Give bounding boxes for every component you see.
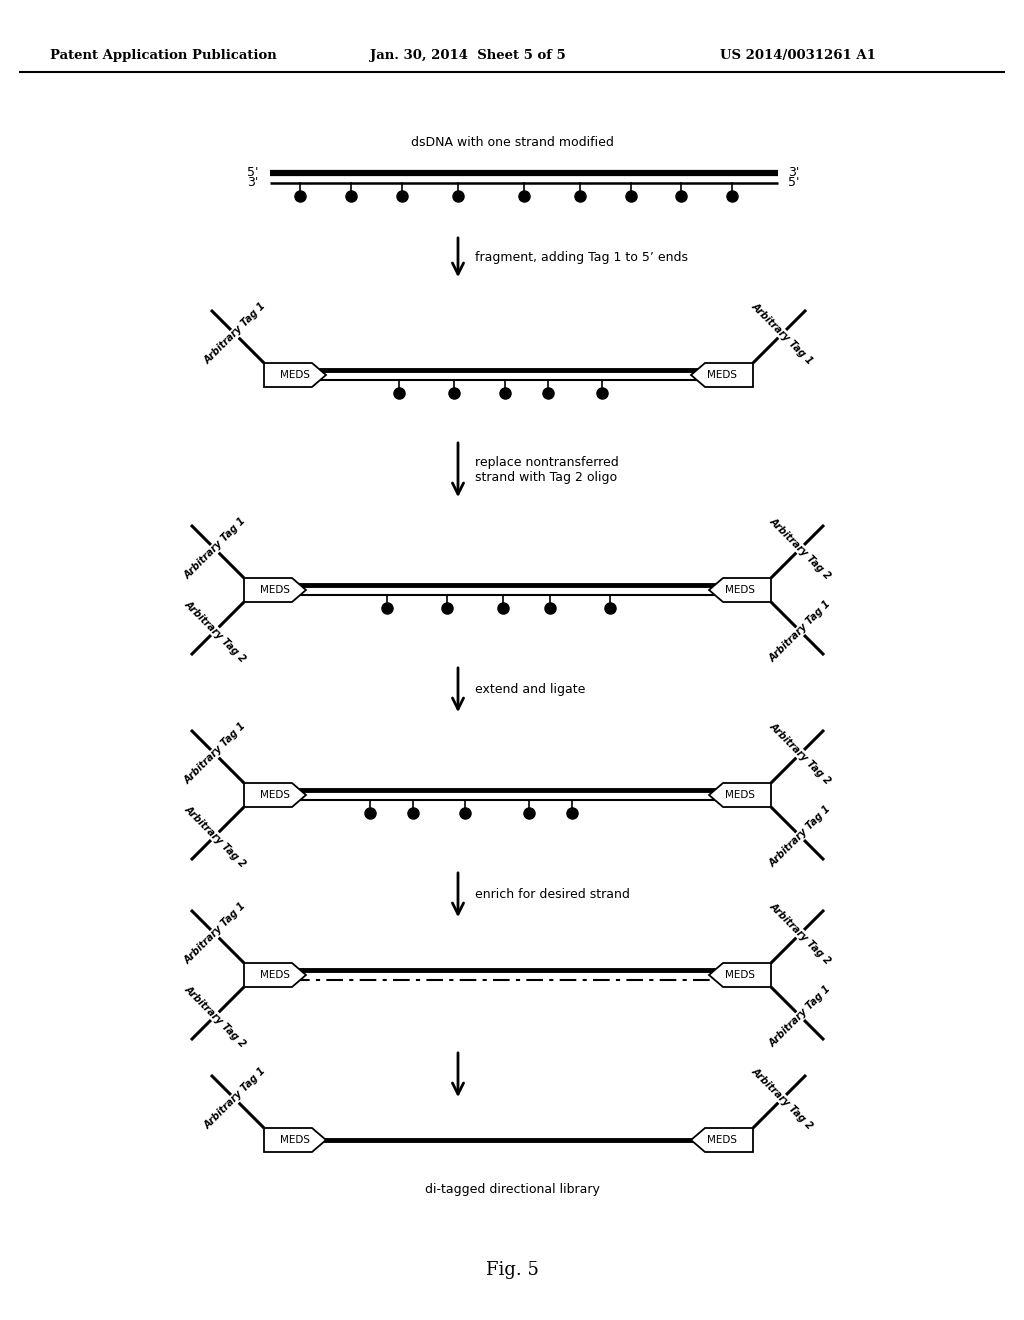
Text: Patent Application Publication: Patent Application Publication <box>50 49 276 62</box>
Polygon shape <box>709 578 771 602</box>
Text: Arbitrary Tag 1: Arbitrary Tag 1 <box>768 598 833 664</box>
Text: di-tagged directional library: di-tagged directional library <box>425 1184 599 1196</box>
Polygon shape <box>691 1129 753 1152</box>
Text: MEDS: MEDS <box>725 970 755 979</box>
Text: 5': 5' <box>788 177 800 190</box>
Text: Fig. 5: Fig. 5 <box>485 1261 539 1279</box>
Text: dsDNA with one strand modified: dsDNA with one strand modified <box>411 136 613 149</box>
Text: MEDS: MEDS <box>725 585 755 595</box>
Text: Arbitrary Tag 1: Arbitrary Tag 1 <box>182 721 248 787</box>
Text: Arbitrary Tag 1: Arbitrary Tag 1 <box>768 983 833 1049</box>
Polygon shape <box>244 964 306 987</box>
Text: fragment, adding Tag 1 to 5’ ends: fragment, adding Tag 1 to 5’ ends <box>475 251 688 264</box>
Text: Arbitrary Tag 1: Arbitrary Tag 1 <box>182 516 248 582</box>
Text: 5': 5' <box>247 166 258 180</box>
Text: MEDS: MEDS <box>260 789 290 800</box>
Text: MEDS: MEDS <box>725 789 755 800</box>
Text: MEDS: MEDS <box>707 1135 737 1144</box>
Text: MEDS: MEDS <box>260 585 290 595</box>
Text: enrich for desired strand: enrich for desired strand <box>475 888 630 902</box>
Text: MEDS: MEDS <box>280 1135 310 1144</box>
Text: 3': 3' <box>247 177 258 190</box>
Polygon shape <box>244 783 306 807</box>
Text: 3': 3' <box>788 166 800 180</box>
Text: extend and ligate: extend and ligate <box>475 684 586 697</box>
Polygon shape <box>709 783 771 807</box>
Text: Arbitrary Tag 2: Arbitrary Tag 2 <box>182 983 248 1049</box>
Text: Arbitrary Tag 2: Arbitrary Tag 2 <box>768 721 833 787</box>
Text: Arbitrary Tag 1: Arbitrary Tag 1 <box>182 902 248 966</box>
Text: Arbitrary Tag 2: Arbitrary Tag 2 <box>182 598 248 664</box>
Polygon shape <box>691 363 753 387</box>
Text: Arbitrary Tag 1: Arbitrary Tag 1 <box>750 301 815 367</box>
Text: Arbitrary Tag 1: Arbitrary Tag 1 <box>202 301 267 367</box>
Text: Arbitrary Tag 1: Arbitrary Tag 1 <box>202 1067 267 1131</box>
Polygon shape <box>709 964 771 987</box>
Text: Jan. 30, 2014  Sheet 5 of 5: Jan. 30, 2014 Sheet 5 of 5 <box>370 49 565 62</box>
Text: Arbitrary Tag 2: Arbitrary Tag 2 <box>768 902 833 966</box>
Text: Arbitrary Tag 2: Arbitrary Tag 2 <box>182 804 248 869</box>
Polygon shape <box>264 1129 326 1152</box>
Polygon shape <box>244 578 306 602</box>
Text: replace nontransferred
strand with Tag 2 oligo: replace nontransferred strand with Tag 2… <box>475 455 618 484</box>
Text: MEDS: MEDS <box>280 370 310 380</box>
Text: MEDS: MEDS <box>260 970 290 979</box>
Polygon shape <box>264 363 326 387</box>
Text: Arbitrary Tag 2: Arbitrary Tag 2 <box>768 516 833 582</box>
Text: Arbitrary Tag 1: Arbitrary Tag 1 <box>768 804 833 869</box>
Text: MEDS: MEDS <box>707 370 737 380</box>
Text: Arbitrary Tag 2: Arbitrary Tag 2 <box>750 1067 815 1131</box>
Text: US 2014/0031261 A1: US 2014/0031261 A1 <box>720 49 876 62</box>
